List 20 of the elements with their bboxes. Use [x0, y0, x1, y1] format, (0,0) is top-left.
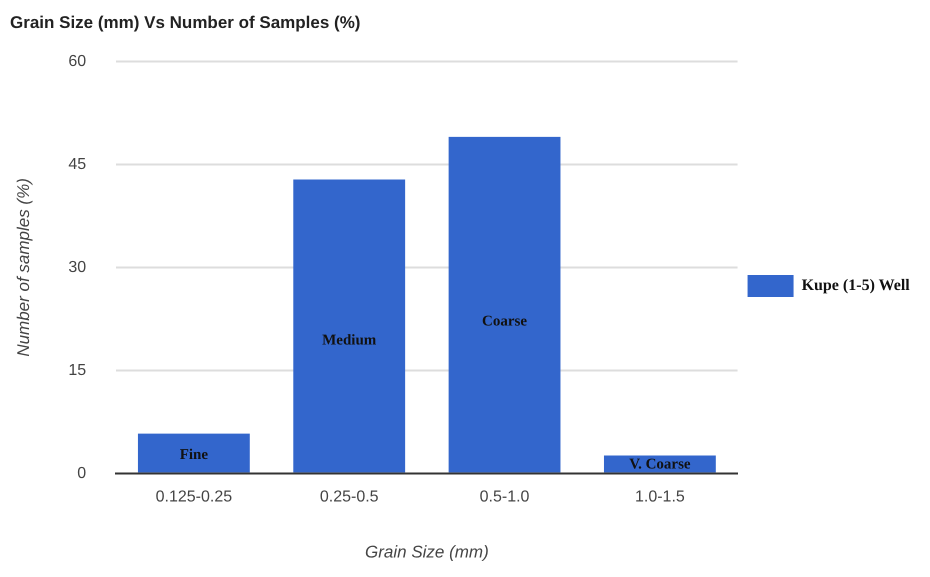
annotation: Coarse [482, 313, 528, 330]
chart-title: Grain Size (mm) Vs Number of Samples (%) [10, 12, 360, 32]
annotation: Fine [180, 446, 208, 463]
annotation: Medium [322, 332, 377, 348]
x-tick-label: 0.125-0.25 [156, 488, 232, 506]
x-tick-label: 0.25-0.5 [320, 488, 379, 506]
bar [448, 136, 560, 472]
x-tick-label: 1.0-1.5 [634, 488, 685, 506]
bar [138, 434, 250, 472]
y-axis-title: Number of samples (%) [14, 178, 33, 357]
y-tick-label: 60 [68, 52, 86, 70]
annotation: V. Coarse [629, 456, 691, 472]
bar [293, 180, 406, 472]
y-tick-label: 0 [77, 464, 86, 482]
y-tick-label: 15 [68, 362, 86, 379]
x-tick-label: 0.5-1.0 [480, 488, 530, 506]
x-axis-title: Grain Size (mm) [365, 542, 489, 562]
y-tick-label: 45 [68, 156, 86, 173]
legend-label: Kupe (1-5) Well [802, 277, 910, 294]
y-tick-label: 30 [68, 258, 86, 276]
